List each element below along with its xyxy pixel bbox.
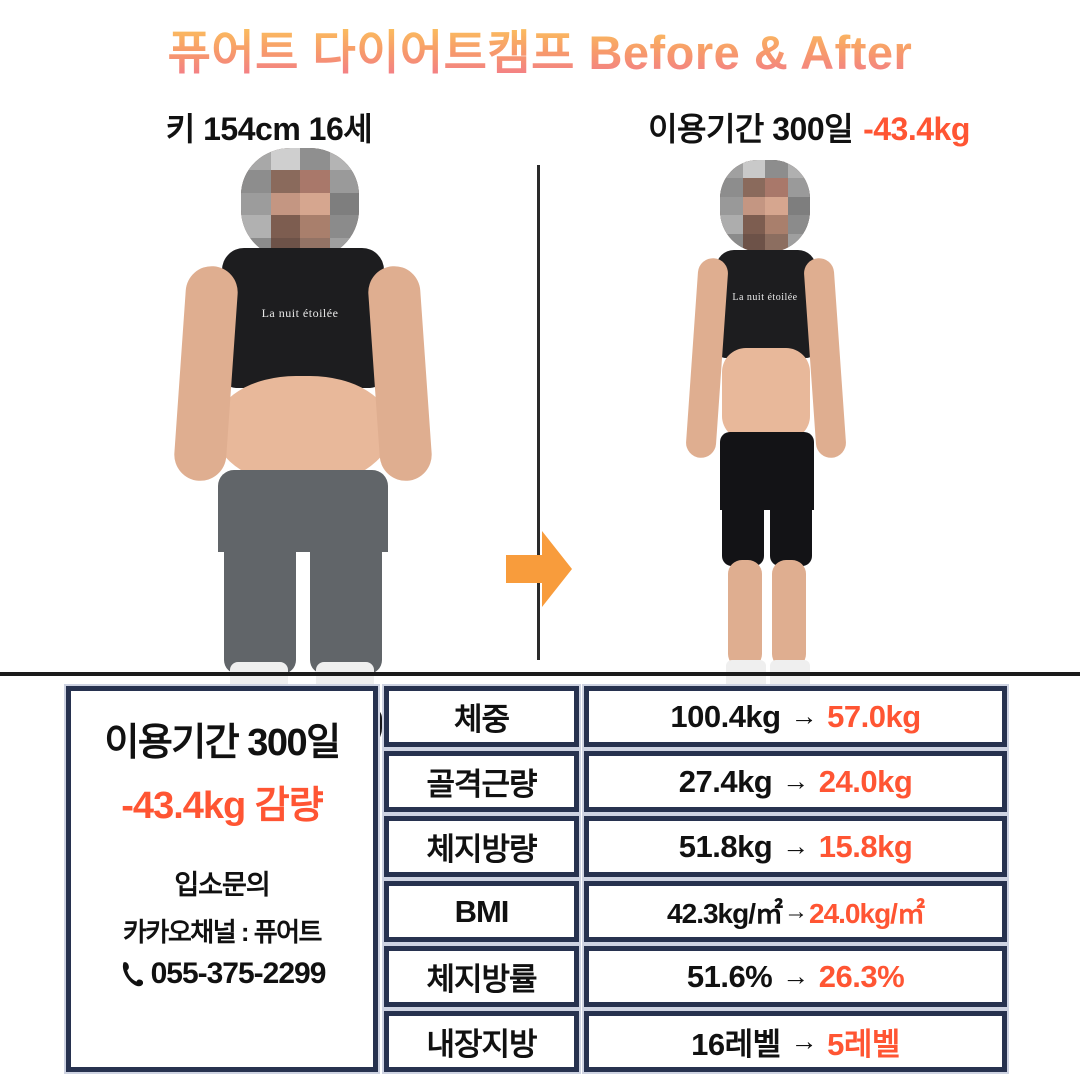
- info-loss: -43.4kg 감량: [121, 785, 323, 827]
- value-after: 24.0kg/㎡: [809, 897, 925, 929]
- info-kakao-channel: 카카오채널 : 퓨어트: [123, 917, 322, 947]
- info-phone-row[interactable]: 055-375-2299: [119, 957, 326, 991]
- row-values: 16레벨 → 5레벨: [582, 1009, 1009, 1074]
- value-after: 26.3%: [818, 958, 905, 994]
- after-right-short-leg: [770, 500, 812, 566]
- before-right-leg: [310, 544, 382, 674]
- value-before: 27.4kg: [678, 763, 773, 799]
- row-values: 27.4kg → 24.0kg: [582, 749, 1009, 814]
- table-row: 체중 100.4kg → 57.0kg: [382, 684, 1009, 749]
- before-leggings: [218, 470, 388, 552]
- table-row: 골격근량 27.4kg → 24.0kg: [382, 749, 1009, 814]
- after-midsection: [722, 348, 810, 440]
- before-photo: La nuit étoilée: [150, 148, 450, 750]
- row-label: 내장지방: [382, 1009, 581, 1074]
- page-title: 퓨어트 다이어트캠프 Before & After: [0, 26, 1080, 80]
- after-shirt-text: La nuit étoilée: [732, 292, 798, 303]
- before-midsection: [215, 376, 391, 486]
- after-caption-duration: 이용기간 300일: [648, 111, 854, 147]
- value-before: 51.8kg: [678, 828, 773, 864]
- after-left-short-leg: [722, 500, 764, 566]
- after-left-arm: [685, 257, 729, 459]
- photo-divider: [537, 165, 540, 660]
- after-photo: La nuit étoilée: [640, 148, 890, 738]
- info-inquiry-title: 입소문의: [174, 870, 270, 900]
- photo-comparison-area: La nuit étoilée: [0, 148, 1080, 808]
- after-face-pixelated: [720, 160, 810, 252]
- after-caption-delta: -43.4kg: [863, 111, 970, 147]
- arrow-glyph: →: [782, 766, 809, 796]
- arrow-glyph: →: [784, 897, 808, 925]
- row-values: 42.3kg/㎡ → 24.0kg/㎡: [582, 879, 1009, 944]
- value-after: 24.0kg: [818, 763, 913, 799]
- info-duration: 이용기간 300일: [104, 722, 341, 764]
- arrow-glyph: →: [790, 1026, 818, 1056]
- row-label: 체지방률: [382, 944, 581, 1009]
- info-phone-number: 055-375-2299: [150, 957, 327, 990]
- stats-table: 이용기간 300일 -43.4kg 감량 입소문의 카카오채널 : 퓨어트 05…: [64, 684, 1009, 1074]
- arrow-glyph: →: [782, 831, 809, 861]
- value-before: 51.6%: [686, 958, 773, 994]
- table-row: 체지방률 51.6% → 26.3%: [382, 944, 1009, 1009]
- after-shorts: [720, 432, 814, 510]
- row-label: BMI: [382, 879, 581, 944]
- table-row: 내장지방 16레벨 → 5레벨: [382, 1009, 1009, 1074]
- value-before: 100.4kg: [670, 698, 781, 734]
- after-top-garment: [716, 250, 816, 358]
- before-face-pixelated: [241, 148, 359, 260]
- row-label: 체중: [382, 684, 581, 749]
- row-label: 체지방량: [382, 814, 581, 879]
- stats-rows: 체중 100.4kg → 57.0kg 골격근량 27.4kg → 24.0kg…: [382, 684, 1009, 1074]
- value-after: 5레벨: [827, 1027, 900, 1062]
- value-after: 57.0kg: [827, 698, 921, 734]
- row-values: 100.4kg → 57.0kg: [582, 684, 1009, 749]
- value-before: 42.3kg/㎡: [667, 897, 783, 929]
- info-panel: 이용기간 300일 -43.4kg 감량 입소문의 카카오채널 : 퓨어트 05…: [64, 684, 380, 1074]
- value-after: 15.8kg: [818, 828, 913, 864]
- table-row: 체지방량 51.8kg → 15.8kg: [382, 814, 1009, 879]
- before-shirt-text: La nuit étoilée: [261, 306, 339, 320]
- before-left-leg: [224, 544, 296, 674]
- row-values: 51.6% → 26.3%: [582, 944, 1009, 1009]
- value-before: 16레벨: [691, 1027, 781, 1062]
- phone-icon: [122, 962, 143, 987]
- before-top-garment: [222, 248, 384, 388]
- row-label: 골격근량: [382, 749, 581, 814]
- before-caption: 키 154cm 16세: [165, 111, 373, 147]
- after-right-arm: [803, 257, 847, 459]
- table-row: BMI 42.3kg/㎡ → 24.0kg/㎡: [382, 879, 1009, 944]
- after-right-calf: [772, 560, 806, 668]
- after-left-calf: [728, 560, 762, 668]
- row-values: 51.8kg → 15.8kg: [582, 814, 1009, 879]
- right-arrow-icon: [506, 531, 572, 607]
- arrow-glyph: →: [782, 961, 809, 991]
- section-divider: [0, 672, 1080, 676]
- after-caption: 이용기간 300일 -43.4kg: [538, 104, 1080, 150]
- arrow-glyph: →: [790, 701, 818, 731]
